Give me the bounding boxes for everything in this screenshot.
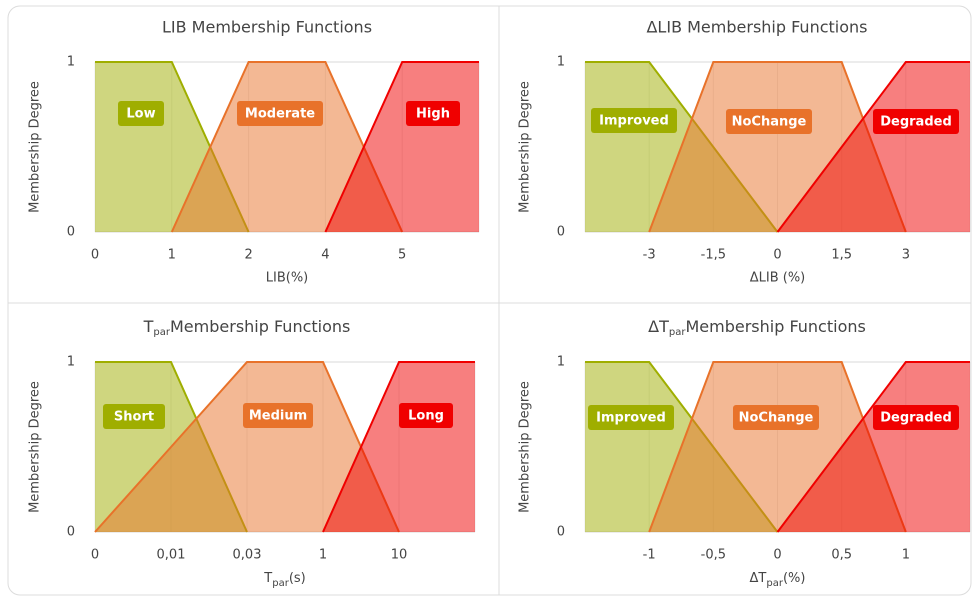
x-tick-label: 0 [773,248,781,263]
y-tick-label: 0 [557,525,565,540]
y-tick-label: 1 [67,55,75,70]
x-tick-label: 1,5 [831,248,852,263]
legend-box [873,109,959,134]
line [776,361,970,533]
x-tick-label: 0,01 [157,548,186,563]
area [777,62,970,232]
x-tick-label: 5 [398,248,406,263]
x-axis-label-part: ΔT [750,571,767,586]
x-axis-label-part: T [263,571,272,586]
x-tick-label: 2 [244,248,252,263]
chart-title-part: par [669,327,686,338]
y-tick-label: 1 [557,355,565,370]
y-axis-label: Membership Degree [518,381,533,513]
legend-box [591,108,677,133]
chart-title-part: ΔT [648,317,669,336]
legend-box [118,101,164,126]
x-tick-label: 0,5 [831,548,852,563]
legend-label: Improved [596,411,666,426]
area [777,362,970,532]
legend-label: High [416,107,450,122]
legend-box [237,101,323,126]
legend-box [588,405,674,430]
line [94,361,400,533]
x-axis-label-part: (s) [289,571,306,586]
x-axis-label-part: par [766,578,783,589]
y-axis-label: Membership Degree [28,81,43,213]
x-axis-label: ΔTpar(%) [750,571,806,590]
legend-label: NoChange [732,115,807,130]
chart-title-part: par [153,327,170,338]
chart-title: LIB Membership Functions [162,18,372,37]
chart-title: ΔTparMembership Functions [648,317,866,339]
x-tick-label: 0 [91,248,99,263]
chart-title-part: T [143,317,154,336]
legend-label: Degraded [880,115,952,130]
legend-box [399,403,453,428]
y-tick-label: 0 [557,225,565,240]
legend-box [733,405,819,430]
y-tick-label: 1 [557,55,565,70]
y-axis-label: Membership Degree [518,81,533,213]
line [776,61,970,233]
x-tick-label: -1 [643,548,656,563]
y-axis-label: Membership Degree [28,381,43,513]
x-axis-label: ΔLIB (%) [750,271,806,286]
legend-label: Long [408,409,444,424]
x-axis-label-part: (%) [783,571,806,586]
x-axis-label: Tpar(s) [263,571,305,590]
x-tick-label: -1,5 [701,248,726,263]
legend-box [873,405,959,430]
legend-label: Moderate [245,107,315,122]
legend-label: Medium [249,409,307,424]
x-tick-label: 1 [319,548,327,563]
legend-box [726,109,812,134]
chart-title: ΔLIB Membership Functions [646,18,867,37]
x-tick-label: 1 [902,548,910,563]
line [324,61,479,233]
legend-box [243,403,313,428]
area [95,362,399,532]
y-tick-label: 0 [67,525,75,540]
chart-title-part: Membership Functions [170,317,350,336]
chart-title-part: Membership Functions [685,317,865,336]
legend-label: Degraded [880,411,952,426]
chart-title: TparMembership Functions [143,317,351,339]
legend-label: Low [126,107,155,122]
line [322,361,475,533]
legend-label: Improved [599,114,669,129]
y-tick-label: 0 [67,225,75,240]
legend-box [406,101,460,126]
x-tick-label: 4 [321,248,329,263]
x-tick-label: 10 [391,548,408,563]
x-tick-label: 0 [773,548,781,563]
x-tick-label: 1 [168,248,176,263]
x-tick-label: 3 [902,248,910,263]
x-axis-label-part: par [272,578,289,589]
y-tick-label: 1 [67,355,75,370]
legend-label: Short [114,410,154,425]
legend-label: NoChange [739,411,814,426]
x-tick-label: -3 [643,248,656,263]
x-axis-label: LIB(%) [266,271,309,286]
legend-box [103,404,165,429]
x-tick-label: -0,5 [701,548,726,563]
x-tick-label: 0,03 [233,548,262,563]
x-tick-label: 0 [91,548,99,563]
